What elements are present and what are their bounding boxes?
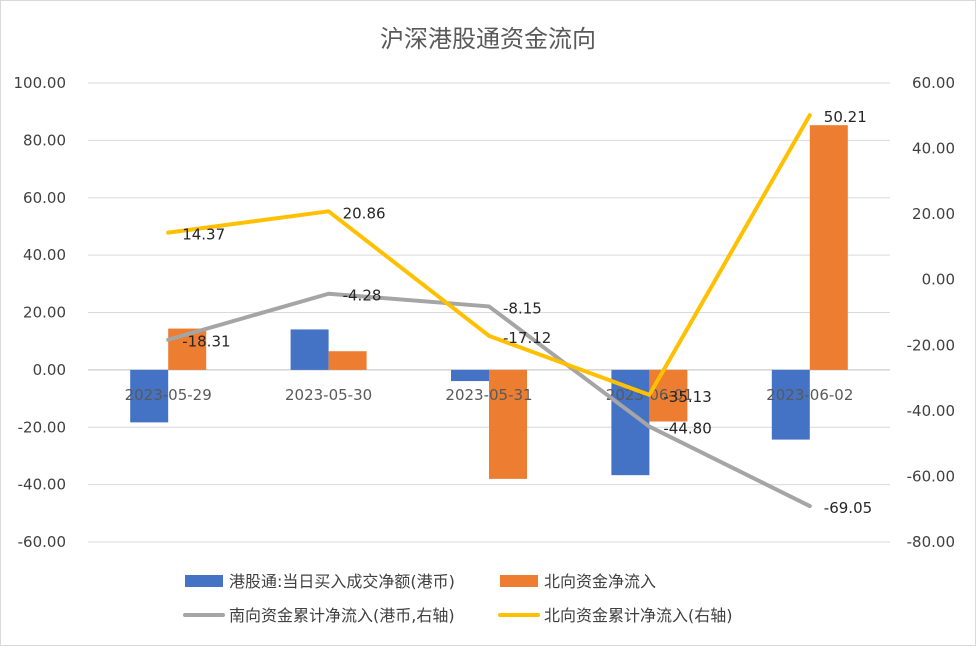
x-category-label: 2023-06-02: [766, 386, 853, 404]
right-axis-tick-label: 0.00: [922, 271, 955, 289]
bar-northbound: [809, 125, 848, 370]
data-label: -44.80: [663, 420, 711, 438]
x-category-label: 2023-05-30: [285, 386, 372, 404]
left-axis-tick-label: 60.00: [23, 189, 66, 207]
bar-southbound: [130, 369, 169, 423]
chart-title: 沪深港股通资金流向: [380, 25, 596, 53]
data-label: -18.31: [182, 333, 230, 351]
bar-northbound: [328, 351, 367, 370]
bar-northbound: [489, 369, 527, 479]
bar-southbound: [290, 329, 329, 370]
line-southbound-cumulative: [166, 291, 812, 509]
legend-entry: 南向资金累计净流入(港币,右轴): [229, 606, 455, 625]
data-label: -4.28: [343, 287, 382, 305]
data-label: 20.86: [343, 204, 386, 222]
right-axis-tick-label: -80.00: [907, 533, 955, 551]
data-label: -17.12: [503, 329, 551, 347]
legend-entry: 北向资金累计净流入(右轴): [544, 606, 733, 625]
left-axis-tick-label: 100.00: [14, 74, 67, 92]
data-label: -35.13: [663, 388, 711, 406]
legend-swatch: [500, 575, 538, 587]
left-axis-tick-label: 20.00: [23, 304, 66, 322]
right-axis-tick-label: -40.00: [907, 402, 955, 420]
axis-ticks: 100.00 80.00 60.00 40.00 20.00 0.00 -20.00 -40.…: [14, 74, 956, 551]
line-northbound-cumulative: [166, 113, 812, 397]
data-label: -8.15: [503, 299, 542, 317]
bars: [130, 125, 848, 479]
legend-entry: 港股通:当日买入成交净额(港币): [229, 572, 455, 591]
legend-entry: 北向资金净流入: [544, 572, 656, 591]
right-axis-tick-label: -20.00: [907, 336, 955, 354]
left-axis-tick-label: -20.00: [18, 418, 66, 436]
right-axis-tick-label: 40.00: [912, 140, 955, 158]
x-category-label: 2023-05-31: [445, 386, 532, 404]
legend-swatch: [185, 575, 223, 587]
x-category-label: 2023-05-29: [125, 386, 212, 404]
data-labels: -18.31 -4.28 -8.15 -44.80 -69.05 14.37 20.86 -1…: [182, 108, 872, 517]
right-axis-tick-label: 60.00: [912, 74, 955, 92]
bar-southbound: [771, 369, 810, 440]
lines: [166, 113, 812, 509]
data-label: 14.37: [182, 226, 225, 244]
data-label: 50.21: [824, 108, 867, 126]
left-axis-tick-label: -60.00: [18, 533, 66, 551]
left-axis-tick-label: -40.00: [18, 476, 66, 494]
bar-southbound: [451, 369, 489, 382]
right-axis-tick-label: 20.00: [912, 205, 955, 223]
right-axis-tick-label: -60.00: [907, 467, 955, 485]
left-axis-tick-label: 40.00: [23, 246, 66, 264]
data-label: -69.05: [824, 499, 872, 517]
left-axis-tick-label: 0.00: [33, 361, 66, 379]
bar-northbound: [649, 369, 688, 422]
left-axis-tick-label: 80.00: [23, 131, 66, 149]
